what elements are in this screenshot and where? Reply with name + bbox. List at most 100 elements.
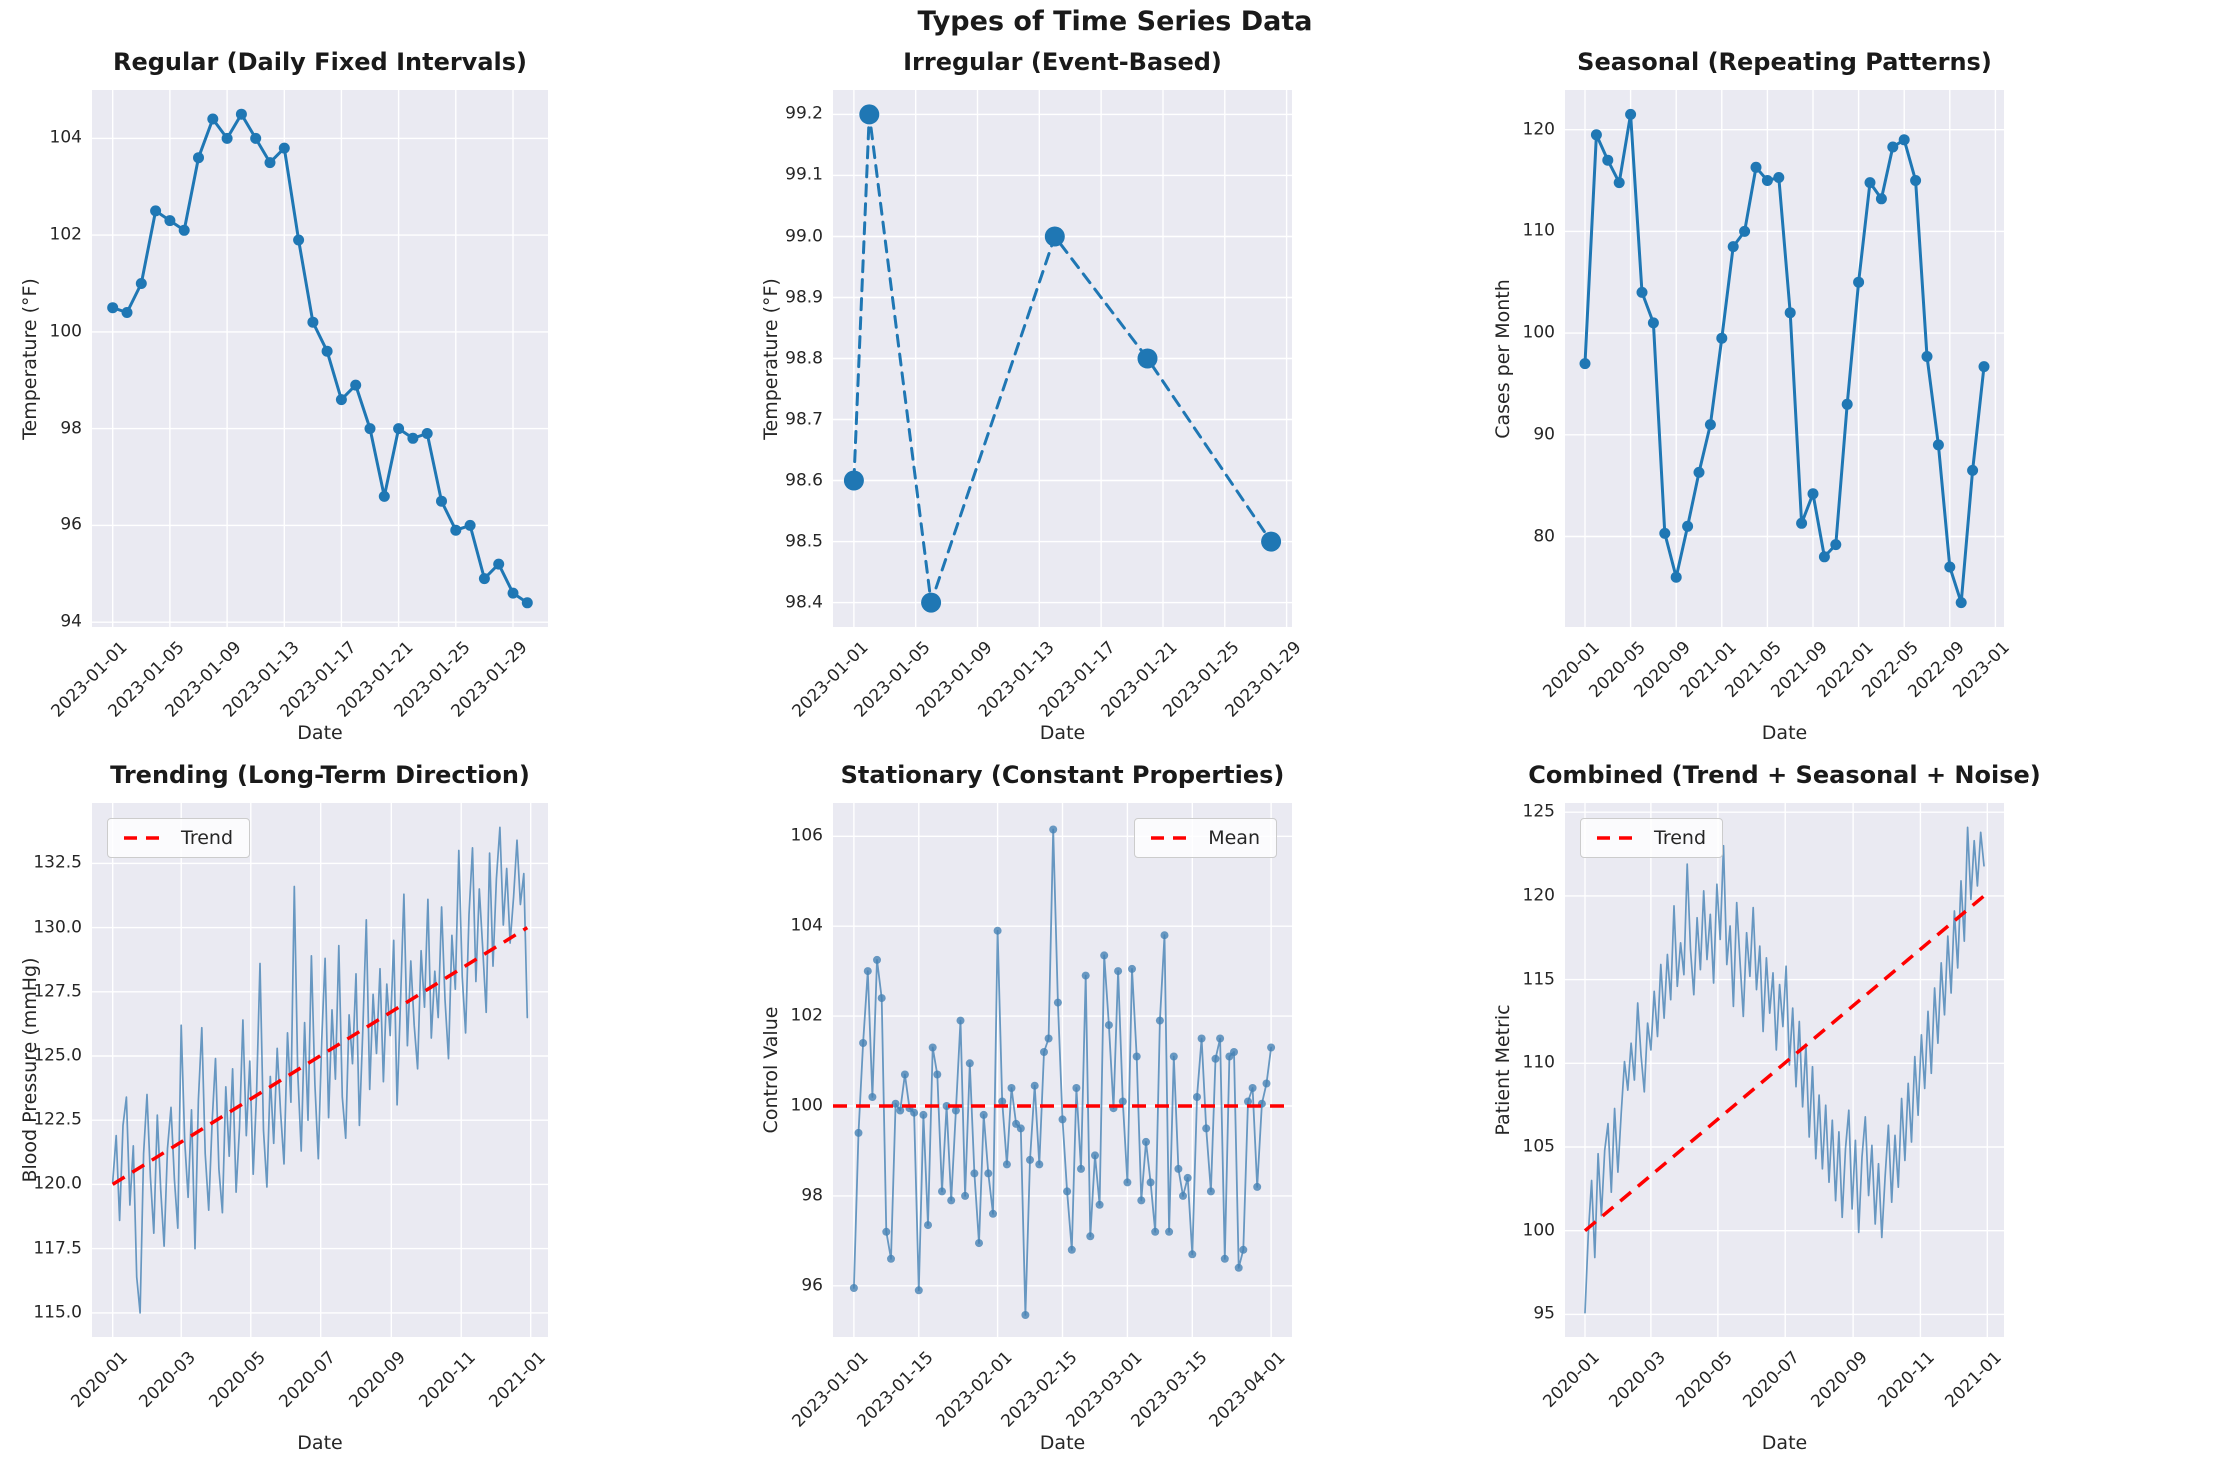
series-line [852,112,1273,605]
data-point-marker [1026,1155,1034,1164]
data-point-marker [975,1239,983,1248]
y-tick-label: 90 [1533,424,1555,445]
data-point-marker [1118,1097,1127,1106]
data-point-marker [933,1070,942,1079]
x-tick-label: 2020-03 [1605,1347,1670,1412]
y-tick-label: 127.5 [33,981,82,1002]
data-point-marker [984,1169,993,1178]
data-point-marker [393,423,405,435]
plot-title: Trending (Long-Term Direction) [110,761,530,789]
data-point-marker [1146,1178,1155,1187]
y-tick-label: 98.5 [785,531,823,552]
y-tick-label: 102 [49,224,82,245]
data-point-marker [1853,276,1865,288]
data-point-marker [1750,161,1762,173]
data-point-marker [1040,1048,1048,1056]
plot-area [833,90,1292,627]
data-point-marker [1188,1250,1197,1259]
data-point-marker [1244,1097,1252,1106]
x-tick-label: 2020-07 [1739,1347,1804,1412]
data-point-marker [1123,1178,1132,1187]
data-point-marker [478,573,490,585]
y-tick-label: 99.0 [785,226,823,246]
legend-label: Trend [181,827,233,849]
x-axis-label: Date [297,722,343,744]
data-point-marker [1007,1084,1016,1092]
data-point-marker [1636,286,1648,298]
plot-title: Seasonal (Repeating Patterns) [1577,48,1992,76]
x-axis-label: Date [1761,722,1808,744]
y-axis-label: Cases per Month [1492,278,1514,439]
data-point-marker [1058,1115,1067,1124]
x-tick-label: 2020-01 [67,1347,132,1412]
y-tick-label: 98.9 [785,287,823,307]
data-point-marker [521,597,533,609]
y-tick-label: 120 [1522,119,1555,140]
data-point-marker [1035,1160,1044,1169]
data-point-marker [919,1110,928,1119]
data-point-marker [1932,439,1944,451]
y-tick-label: 110 [1522,220,1555,241]
trend-line [111,926,529,1186]
y-tick-label: 98.7 [785,409,823,429]
y-tick-label: 120.0 [33,1173,82,1194]
data-point-marker [1910,175,1922,186]
y-tick-label: 115 [1522,969,1555,990]
data-point-marker [1248,1084,1257,1092]
data-point-marker [464,519,476,531]
data-point-marker [1169,1052,1178,1061]
plot-area [92,803,548,1337]
x-tick-label: 2020-11 [415,1347,480,1412]
y-tick-label: 98 [60,418,82,439]
data-point-marker [900,1070,909,1079]
y-tick-label: 100 [790,1095,823,1116]
y-tick-label: 94 [60,611,82,632]
data-point-marker [121,307,133,318]
y-tick-label: 98.8 [785,348,823,368]
data-point-marker [1784,307,1796,319]
plot-area [833,803,1292,1337]
data-point-marker [1044,1034,1053,1043]
data-point-marker [450,524,462,536]
data-point-marker [1864,177,1876,189]
data-point-marker [1761,175,1773,186]
plot-background [92,90,548,627]
plot-title: Regular (Daily Fixed Intervals) [112,48,528,76]
data-point-marker [1590,129,1602,141]
y-axis-label: Control Value [760,1006,782,1134]
data-point-marker [1253,1182,1262,1191]
data-point-marker [1716,332,1728,344]
data-point-marker [1202,1124,1211,1133]
data-point-marker [321,345,333,357]
data-point-marker [989,1209,997,1218]
data-point-marker [1067,1245,1076,1254]
data-point-marker [849,1284,858,1292]
series-line [1584,826,1985,1314]
data-point-marker [1682,520,1694,532]
data-point-marker [914,1286,923,1295]
data-point-marker [278,142,290,154]
series-line [111,826,529,1314]
data-point-marker [135,278,147,289]
x-tick-label: 2020-07 [275,1347,340,1412]
data-point-marker [868,1093,877,1101]
data-point-marker [910,1108,919,1117]
data-point-marker [107,302,119,314]
y-tick-label: 102 [790,1005,823,1026]
data-point-marker [1830,539,1842,551]
data-point-marker [1016,1124,1025,1133]
y-tick-label: 104 [49,127,82,148]
data-point-marker [928,1043,937,1052]
data-point-marker [1898,134,1910,146]
y-tick-label: 100 [1522,322,1555,343]
data-point-marker [293,234,305,246]
data-point-marker [1174,1164,1183,1173]
y-tick-label: 125 [1522,801,1555,822]
data-point-marker [335,394,347,406]
data-point-marker [961,1191,970,1200]
y-tick-label: 132.5 [33,852,82,873]
data-point-marker [1100,951,1109,960]
data-point-marker [1160,931,1169,940]
y-tick-label: 95 [1533,1303,1555,1324]
